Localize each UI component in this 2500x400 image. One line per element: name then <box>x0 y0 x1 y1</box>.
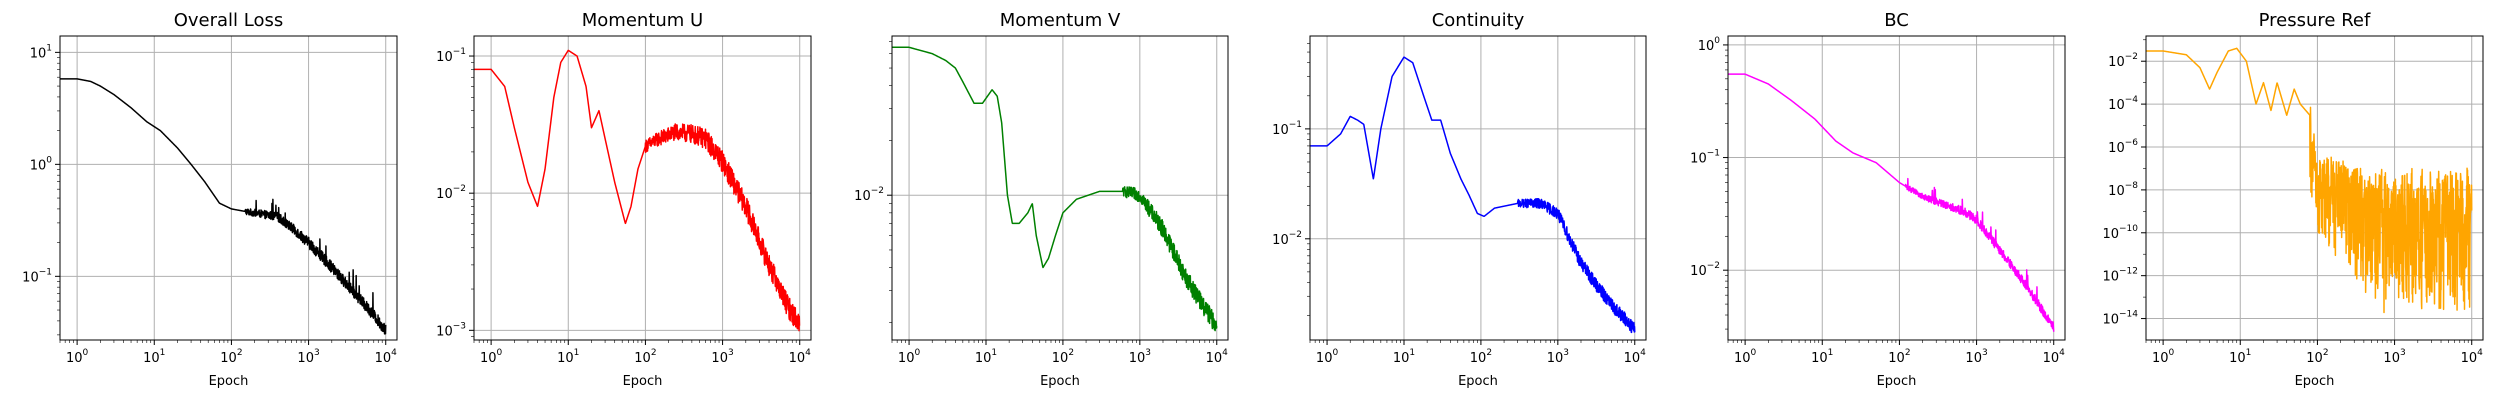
x-axis-label: Epoch <box>1458 374 1498 389</box>
chart-momentum-u: Momentum U 100 101 102 103 104 10−3 10−2 10−1 Epo… <box>436 10 812 389</box>
x-tick-label: 101 <box>1393 348 1415 366</box>
x-tick-label: 102 <box>220 348 242 366</box>
y-tick-label: 100 <box>1698 36 1721 54</box>
y-tick-label: 10−2 <box>1690 261 1720 279</box>
chart-title: BC <box>1884 10 1909 31</box>
y-tick-label: 10−1 <box>436 47 466 65</box>
y-tick-label: 10−6 <box>2108 138 2138 156</box>
series-line <box>60 78 387 335</box>
x-tick-label: 104 <box>789 348 812 366</box>
x-axis-label: Epoch <box>1877 374 1917 389</box>
x-tick-label: 104 <box>375 348 398 366</box>
series-line <box>892 46 1218 332</box>
series-line <box>474 49 801 332</box>
x-tick-label: 102 <box>1052 348 1074 366</box>
x-tick-label: 100 <box>1734 348 1757 366</box>
chart-title: Momentum V <box>1000 10 1121 31</box>
chart-title: Pressure Ref <box>2259 10 2371 31</box>
y-tick-label: 10−4 <box>2108 95 2138 113</box>
x-tick-label: 100 <box>66 348 89 366</box>
chart-momentum-v: Momentum V 100 101 102 103 104 10−2 Epoch <box>854 10 1229 389</box>
x-tick-label: 101 <box>143 348 165 366</box>
chart-overall-loss: Overall Loss 100 101 102 103 104 10−1 100 101 Epo… <box>22 10 398 389</box>
plot-frame <box>59 35 398 341</box>
x-tick-label: 100 <box>898 348 921 366</box>
x-tick-label: 102 <box>634 348 656 366</box>
x-tick-label: 101 <box>1811 348 1833 366</box>
x-axis-label: Epoch <box>1040 374 1080 389</box>
x-tick-label: 103 <box>711 348 733 366</box>
y-tick-label: 10−1 <box>22 267 52 285</box>
y-tick-label: 101 <box>30 43 52 61</box>
x-tick-label: 103 <box>297 348 319 366</box>
plot-frame <box>1309 35 1647 341</box>
x-tick-label: 100 <box>480 348 503 366</box>
chart-continuity: Continuity 100 101 102 103 104 10−2 10−1 Epoch <box>1272 10 1647 389</box>
x-tick-label: 100 <box>1316 348 1339 366</box>
chart-title: Momentum U <box>582 10 703 31</box>
y-tick-label: 10−8 <box>2108 181 2138 199</box>
chart-title: Overall Loss <box>174 10 284 31</box>
y-tick-label: 10−2 <box>436 184 466 202</box>
y-tick-label: 10−2 <box>854 186 884 204</box>
x-tick-label: 103 <box>2383 348 2405 366</box>
series-line <box>2146 47 2473 314</box>
plot-frame <box>2145 35 2484 341</box>
y-tick-label: 10−12 <box>2102 267 2138 285</box>
x-tick-label: 100 <box>2152 348 2175 366</box>
y-tick-label: 10−3 <box>436 321 466 339</box>
plot-frame <box>473 35 812 341</box>
x-tick-label: 102 <box>2306 348 2328 366</box>
y-tick-label: 10−2 <box>2108 52 2138 70</box>
x-tick-label: 104 <box>2461 348 2484 366</box>
x-tick-label: 101 <box>557 348 579 366</box>
y-tick-label: 100 <box>30 155 53 173</box>
x-tick-label: 104 <box>1206 348 1229 366</box>
y-tick-label: 10−1 <box>1272 120 1302 138</box>
x-tick-label: 102 <box>1470 348 1492 366</box>
chart-title: Continuity <box>1432 10 1525 31</box>
x-tick-label: 102 <box>1888 348 1910 366</box>
x-axis-label: Epoch <box>209 374 249 389</box>
plot-frame <box>891 35 1229 341</box>
y-tick-label: 10−2 <box>1272 230 1302 248</box>
x-tick-label: 103 <box>1547 348 1569 366</box>
series-line <box>1728 73 2055 332</box>
x-axis-label: Epoch <box>623 374 663 389</box>
x-tick-label: 104 <box>1624 348 1647 366</box>
chart-bc: BC 100 101 102 103 104 10−2 10−1 100 Epoch <box>1690 10 2066 389</box>
x-axis-label: Epoch <box>2295 374 2335 389</box>
x-tick-label: 101 <box>975 348 997 366</box>
y-tick-label: 10−10 <box>2102 224 2138 242</box>
x-tick-label: 103 <box>1129 348 1151 366</box>
y-tick-label: 10−1 <box>1690 149 1720 167</box>
x-tick-label: 104 <box>2043 348 2066 366</box>
chart-pressure-ref: Pressure Ref 100 101 102 103 104 10−14 10−12 10−… <box>2102 10 2484 389</box>
x-tick-label: 103 <box>1965 348 1987 366</box>
plot-frame <box>1727 35 2066 341</box>
x-tick-label: 101 <box>2229 348 2251 366</box>
y-tick-label: 10−14 <box>2102 310 2138 328</box>
series-line <box>1310 56 1636 334</box>
